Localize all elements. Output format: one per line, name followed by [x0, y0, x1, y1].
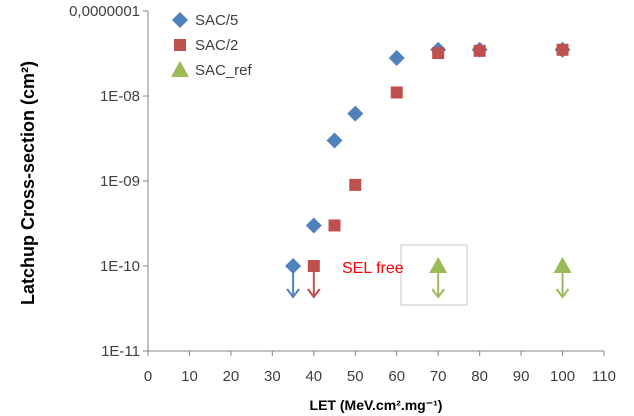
legend-marker-sac-2: [174, 39, 186, 51]
x-tick-label: 0: [144, 368, 152, 385]
point-sac-2: [390, 86, 403, 99]
y-tick-label: 1E-10: [100, 258, 140, 275]
y-axis-title: Latchup Cross-section (cm²): [18, 61, 38, 305]
legend-marker-sac-5: [172, 12, 188, 28]
point-sac-5: [285, 258, 302, 274]
point-sac-2: [349, 178, 362, 191]
x-tick-label: 60: [388, 368, 405, 385]
x-tick-label: 110: [592, 368, 616, 385]
x-tick-label: 90: [513, 368, 530, 385]
x-tick-label: 50: [347, 368, 364, 385]
x-tick-label: 30: [264, 368, 281, 385]
x-tick-label: 80: [471, 368, 488, 385]
legend-label-sac-2: SAC/2: [195, 37, 238, 54]
point-sac-5: [305, 217, 322, 234]
limit-arrow-sac-ref: [431, 271, 445, 299]
point-sac-2: [328, 219, 341, 232]
arrow-head: [307, 288, 321, 299]
legend: SAC/5 SAC/2 SAC_ref: [171, 12, 253, 79]
sel-free-annotation: SEL free: [342, 260, 404, 277]
limit-arrow-sac-ref: [555, 271, 570, 299]
y-tick-label: 1E-11: [101, 343, 140, 360]
data-marks: [285, 41, 572, 299]
legend-label-sac-5: SAC/5: [195, 12, 238, 29]
x-tick-label: 40: [305, 368, 322, 385]
point-sac-5: [388, 49, 405, 66]
arrow-head: [286, 288, 300, 299]
x-tick-label: 20: [223, 368, 240, 385]
arrow-head: [555, 288, 570, 299]
x-axis-ticks: 0 10 20 30 40 50 60 70 80 90 100 110: [144, 351, 616, 385]
y-tick-label: 1E-08: [100, 88, 140, 105]
legend-label-sac-ref: SAC_ref: [195, 62, 253, 79]
y-axis-ticks: 1E-11 1E-10 1E-09 1E-08 0,0000001: [69, 3, 148, 360]
point-sac-2: [307, 260, 320, 272]
point-sac-ref: [553, 257, 572, 273]
point-sac-ref: [429, 257, 448, 273]
x-tick-label: 70: [430, 368, 447, 385]
x-tick-label: 10: [181, 368, 198, 385]
y-tick-label: 1E-09: [100, 173, 140, 190]
x-tick-label: 100: [550, 368, 575, 385]
point-sac-2: [432, 47, 445, 60]
point-sac-5: [326, 132, 343, 149]
legend-marker-sac-ref: [171, 61, 189, 77]
arrow-head: [431, 288, 445, 299]
point-sac-2: [473, 44, 486, 57]
limit-arrow-sac-2: [307, 271, 321, 299]
point-sac-2: [556, 43, 569, 56]
y-tick-label: 0,0000001: [69, 3, 140, 20]
point-sac-5: [347, 105, 364, 122]
x-axis-title: LET (MeV.cm².mg⁻¹): [310, 397, 443, 413]
sel-free-box: [400, 244, 468, 306]
limit-arrow-sac-5: [286, 271, 300, 299]
